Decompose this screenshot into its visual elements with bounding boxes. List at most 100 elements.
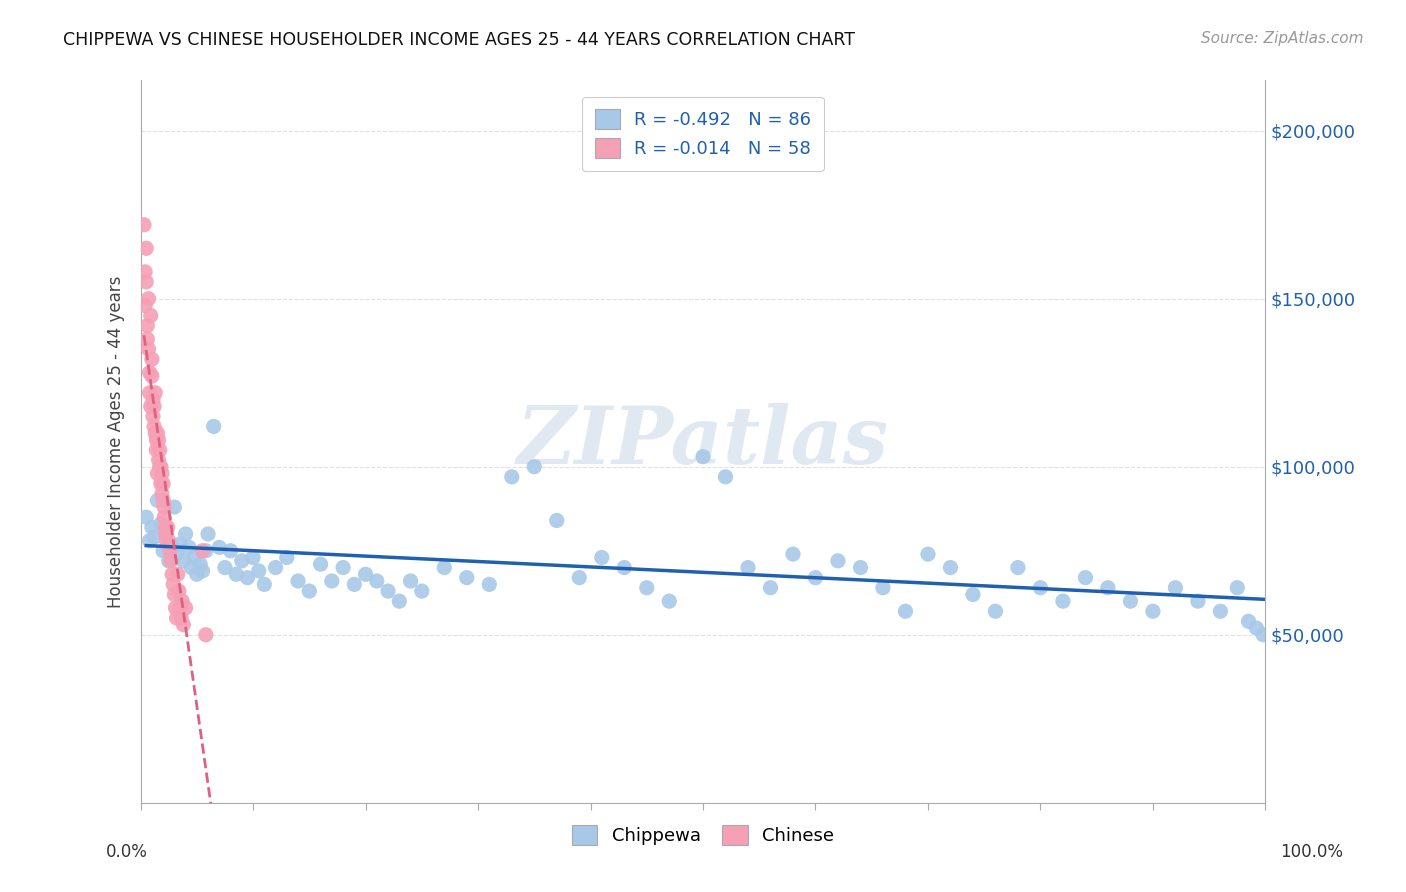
Point — [136, 332, 159, 346]
Text: Source: ZipAtlas.com: Source: ZipAtlas.com — [1201, 31, 1364, 46]
Point — [208, 541, 231, 555]
Point — [174, 527, 197, 541]
Point — [188, 558, 211, 572]
Point — [546, 514, 568, 528]
Point — [153, 500, 176, 514]
Point — [1074, 571, 1097, 585]
Point — [145, 433, 167, 447]
Point — [153, 510, 176, 524]
Point — [146, 426, 169, 441]
Point — [225, 567, 247, 582]
Point — [155, 520, 177, 534]
Text: 100.0%: 100.0% — [1279, 843, 1343, 861]
Point — [142, 409, 165, 424]
Point — [138, 533, 160, 548]
Point — [456, 571, 478, 585]
Point — [343, 577, 366, 591]
Point — [157, 554, 180, 568]
Point — [984, 604, 1007, 618]
Point — [135, 241, 157, 255]
Point — [939, 560, 962, 574]
Point — [759, 581, 782, 595]
Point — [157, 533, 180, 548]
Point — [159, 543, 181, 558]
Point — [354, 567, 377, 582]
Point — [849, 560, 872, 574]
Point — [214, 560, 236, 574]
Point — [636, 581, 658, 595]
Point — [276, 550, 298, 565]
Point — [366, 574, 388, 588]
Point — [163, 500, 186, 514]
Point — [1251, 628, 1274, 642]
Point — [166, 547, 188, 561]
Point — [1052, 594, 1074, 608]
Point — [433, 560, 456, 574]
Point — [163, 587, 186, 601]
Point — [591, 550, 613, 565]
Point — [152, 493, 174, 508]
Point — [1246, 621, 1268, 635]
Point — [139, 309, 162, 323]
Text: CHIPPEWA VS CHINESE HOUSEHOLDER INCOME AGES 25 - 44 YEARS CORRELATION CHART: CHIPPEWA VS CHINESE HOUSEHOLDER INCOME A… — [63, 31, 855, 49]
Point — [1142, 604, 1164, 618]
Point — [160, 541, 183, 555]
Point — [135, 275, 157, 289]
Point — [613, 560, 636, 574]
Point — [827, 554, 849, 568]
Point — [138, 342, 160, 356]
Point — [155, 527, 177, 541]
Point — [141, 369, 163, 384]
Point — [135, 510, 157, 524]
Point — [1209, 604, 1232, 618]
Point — [152, 476, 174, 491]
Point — [287, 574, 309, 588]
Point — [247, 564, 270, 578]
Point — [692, 450, 714, 464]
Point — [155, 527, 177, 541]
Point — [142, 392, 165, 407]
Point — [962, 587, 984, 601]
Point — [167, 584, 190, 599]
Point — [242, 550, 264, 565]
Point — [1164, 581, 1187, 595]
Point — [143, 385, 166, 400]
Point — [172, 617, 194, 632]
Point — [139, 399, 162, 413]
Point — [804, 571, 827, 585]
Point — [160, 554, 183, 568]
Point — [146, 467, 169, 481]
Point — [136, 318, 159, 333]
Text: 0.0%: 0.0% — [105, 843, 148, 861]
Point — [872, 581, 894, 595]
Point — [714, 470, 737, 484]
Point — [194, 628, 217, 642]
Point — [132, 218, 155, 232]
Point — [264, 560, 287, 574]
Point — [166, 567, 188, 582]
Point — [162, 577, 184, 591]
Point — [321, 574, 343, 588]
Point — [180, 560, 202, 574]
Point — [253, 577, 276, 591]
Point — [332, 560, 354, 574]
Point — [658, 594, 681, 608]
Point — [399, 574, 422, 588]
Point — [170, 611, 193, 625]
Point — [134, 298, 156, 312]
Point — [152, 543, 174, 558]
Point — [568, 571, 591, 585]
Point — [377, 584, 399, 599]
Point — [146, 493, 169, 508]
Point — [141, 520, 163, 534]
Point — [501, 470, 523, 484]
Point — [174, 600, 197, 615]
Point — [411, 584, 433, 599]
Point — [138, 385, 160, 400]
Point — [1007, 560, 1029, 574]
Point — [148, 453, 170, 467]
Point — [169, 600, 191, 615]
Point — [149, 516, 172, 531]
Point — [1119, 594, 1142, 608]
Point — [134, 265, 156, 279]
